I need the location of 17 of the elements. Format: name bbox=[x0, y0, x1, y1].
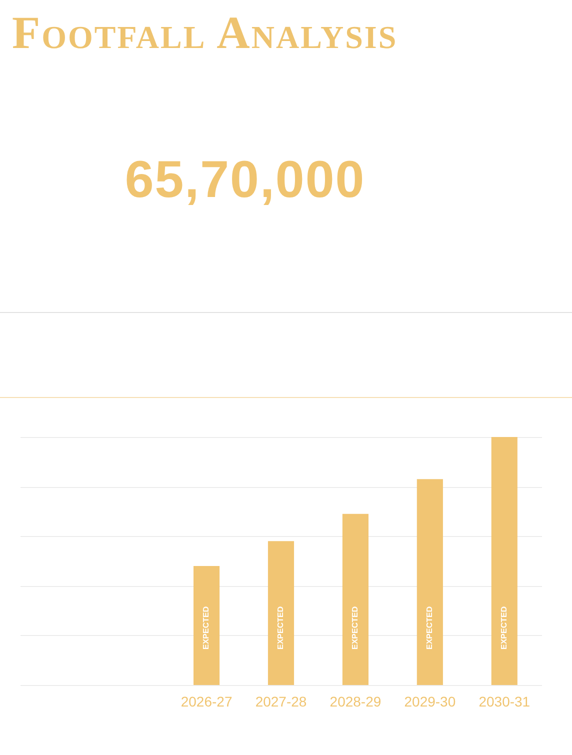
text: 65,70,000 bbox=[124, 150, 366, 210]
x-tick-label: 2026-27 bbox=[180, 694, 232, 710]
annotation: EXPECTED bbox=[350, 606, 360, 650]
chart-title: Footfall Analysis bbox=[12, 6, 398, 59]
bar bbox=[194, 566, 220, 685]
x-tick-label: 2027-28 bbox=[255, 694, 307, 710]
x-tick-label: 2029-30 bbox=[404, 694, 456, 710]
annotation: EXPECTED bbox=[499, 606, 508, 650]
bar bbox=[268, 541, 294, 685]
bar bbox=[342, 514, 368, 685]
annotation: EXPECTED bbox=[202, 606, 211, 650]
x-tick-label: 2030-31 bbox=[478, 694, 530, 710]
annotation: EXPECTED bbox=[276, 606, 285, 650]
x-tick-label: 2028-29 bbox=[330, 694, 382, 710]
bar bbox=[416, 479, 443, 685]
annotation: EXPECTED bbox=[424, 606, 434, 650]
bar bbox=[491, 437, 518, 685]
